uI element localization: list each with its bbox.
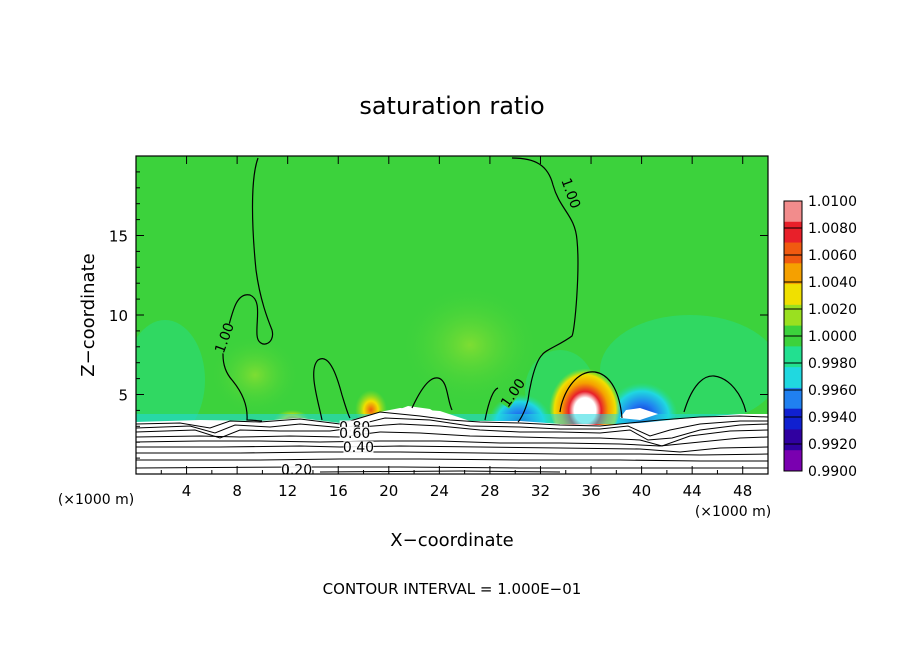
colorbar-swatch bbox=[784, 284, 802, 306]
x-tick-label: 20 bbox=[379, 482, 398, 500]
colorbar-label: 1.0000 bbox=[808, 329, 857, 345]
contour-interval-note: CONTOUR INTERVAL = 1.000E−01 bbox=[323, 580, 582, 598]
contour-label-bg bbox=[560, 176, 582, 210]
colorbar-swatch bbox=[784, 242, 802, 264]
plot-field bbox=[136, 156, 768, 474]
colorbar-label: 1.0020 bbox=[808, 302, 857, 318]
x-tick-label: 8 bbox=[232, 482, 242, 500]
x-tick-label: 44 bbox=[683, 482, 702, 500]
contour-label-bg bbox=[499, 377, 527, 409]
colorbar: 1.0100 1.0080 1.0060 1.0040 1.0020 1.0000 0.99… bbox=[783, 194, 857, 480]
y-tick-label: 5 bbox=[118, 387, 128, 405]
contour-label: 0.20 bbox=[281, 462, 312, 478]
colorbar-label: 1.0040 bbox=[808, 275, 857, 291]
contour-label: 0.40 bbox=[343, 440, 374, 456]
colorbar-swatch bbox=[784, 408, 802, 430]
y-tick-label: 15 bbox=[109, 228, 128, 246]
contour-label-bg bbox=[281, 463, 312, 476]
colorbar-swatch bbox=[784, 429, 802, 451]
colorbar-label: 0.9980 bbox=[808, 356, 857, 372]
colorbar-swatch bbox=[784, 346, 802, 368]
contour-lines-lower bbox=[136, 411, 768, 473]
x-axis: 4 8 12 16 20 24 28 32 36 40 44 48 bbox=[160, 156, 752, 500]
contour-label-bg bbox=[343, 441, 374, 454]
y-axis: 5 10 15 bbox=[109, 171, 768, 459]
contour-label-bg bbox=[213, 321, 235, 354]
x-unit-right: (×1000 m) bbox=[695, 504, 771, 520]
contour-label-bg bbox=[339, 426, 370, 439]
colorbar-swatch bbox=[784, 387, 802, 410]
contour-label-text: 0.20 bbox=[281, 462, 312, 478]
x-tick-label: 40 bbox=[632, 482, 651, 500]
x-tick-label: 28 bbox=[480, 482, 499, 500]
contour-label-text: 0.40 bbox=[343, 440, 374, 456]
x-tick-label: 36 bbox=[581, 482, 600, 500]
y-axis-label: Z−coordinate bbox=[78, 253, 99, 376]
x-tick-label: 32 bbox=[531, 482, 550, 500]
colorbar-swatch bbox=[784, 367, 802, 389]
colorbar-swatch bbox=[784, 221, 802, 244]
colorbar-label: 0.9900 bbox=[808, 464, 857, 480]
x-axis-label: X−coordinate bbox=[390, 530, 513, 551]
x-unit-left: (×1000 m) bbox=[58, 492, 134, 508]
colorbar-swatch bbox=[784, 304, 802, 327]
colorbar-label: 1.0100 bbox=[808, 194, 857, 210]
contour-lines bbox=[222, 157, 747, 423]
x-tick-label: 12 bbox=[278, 482, 297, 500]
contour-label-text: 0.60 bbox=[339, 426, 370, 442]
colorbar-label: 1.0060 bbox=[808, 248, 857, 264]
x-tick-label: 24 bbox=[430, 482, 449, 500]
colorbar-label: 0.9960 bbox=[808, 383, 857, 399]
colorbar-label: 0.9920 bbox=[808, 437, 857, 453]
colorbar-swatch bbox=[784, 263, 802, 285]
x-tick-label: 48 bbox=[733, 482, 752, 500]
colorbar-label: 0.9940 bbox=[808, 410, 857, 426]
colorbar-label: 1.0080 bbox=[808, 221, 857, 237]
x-tick-label: 16 bbox=[329, 482, 348, 500]
contour-label: 0.60 bbox=[339, 426, 370, 442]
colorbar-swatch bbox=[784, 450, 802, 472]
y-tick-label: 10 bbox=[109, 307, 128, 325]
x-tick-label: 4 bbox=[182, 482, 192, 500]
colorbar-swatch bbox=[784, 201, 802, 223]
chart-title: saturation ratio bbox=[359, 92, 544, 120]
